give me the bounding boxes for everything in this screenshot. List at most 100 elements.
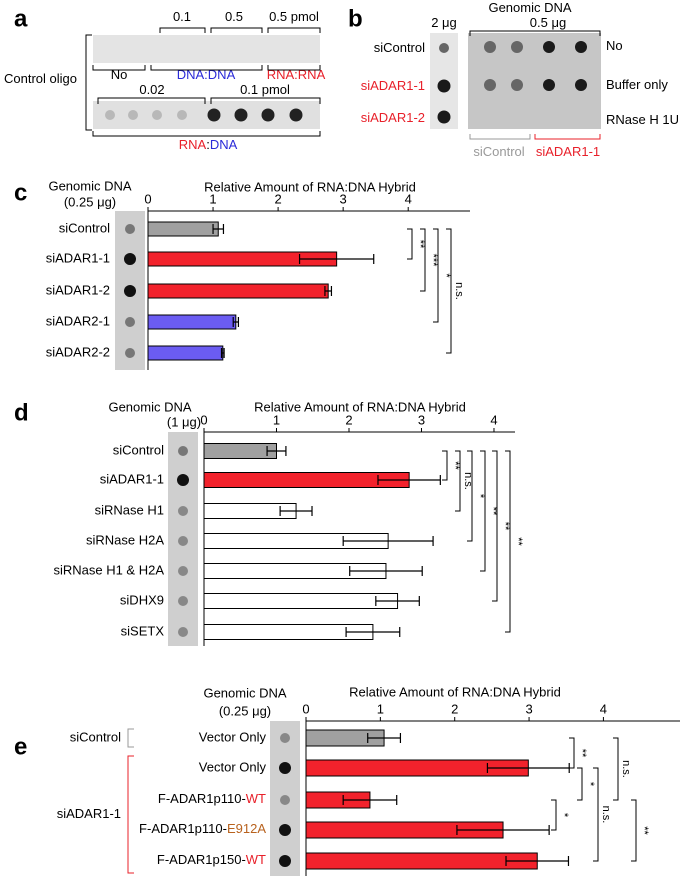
label-part: 0.1 pmol xyxy=(240,82,290,97)
significance-label: *** xyxy=(427,254,439,268)
error-bar xyxy=(266,446,287,456)
panel-letter: d xyxy=(14,399,29,426)
label-part: siADAR1-2 xyxy=(361,110,425,125)
bar xyxy=(203,593,399,609)
x-tick-label: 1 xyxy=(273,412,280,427)
error-bar xyxy=(505,856,570,866)
blot-dot xyxy=(575,41,587,53)
label: No xyxy=(606,38,623,53)
category-label: F-ADAR1p150-WT xyxy=(157,852,266,867)
bracket xyxy=(210,97,321,104)
blot-dot xyxy=(511,79,523,91)
panel-letter: b xyxy=(348,5,363,32)
blot-dot xyxy=(177,474,189,486)
blot-dot xyxy=(289,108,303,122)
x-tick-label: 2 xyxy=(345,412,352,427)
significance-bracket xyxy=(455,450,461,512)
label: siADAR1-2 xyxy=(361,110,425,125)
blot-dot xyxy=(280,795,290,805)
label-part: siADAR1-1 xyxy=(361,78,425,93)
significance-bracket xyxy=(593,767,599,862)
blot-dot xyxy=(543,79,555,91)
category-label: siADAR2-2 xyxy=(46,344,110,359)
category-label: F-ADAR1p110-WT xyxy=(158,791,266,806)
error-bar xyxy=(212,224,225,234)
blot-label: (0.25 μg) xyxy=(219,703,271,718)
significance-label: ** xyxy=(512,537,524,546)
category-label: siRNase H1 xyxy=(95,502,164,517)
error-bar xyxy=(220,348,225,358)
label: siControl xyxy=(374,40,425,55)
x-tick-label: 1 xyxy=(209,191,216,206)
bar xyxy=(147,314,237,330)
bracket xyxy=(85,34,92,131)
significance-bracket xyxy=(505,450,511,633)
label-part: 0.1 xyxy=(173,9,191,24)
error-bar xyxy=(375,596,420,606)
label: 0.5 xyxy=(225,9,243,24)
label: No xyxy=(111,67,128,82)
blot-dot xyxy=(261,108,275,122)
significance-label: ** xyxy=(638,826,650,835)
blot-dot xyxy=(437,110,451,124)
significance-bracket xyxy=(407,228,413,260)
significance-label: * xyxy=(440,273,452,278)
significance-label: n.s. xyxy=(462,472,474,490)
blot-dot xyxy=(439,43,449,53)
label: 2 μg xyxy=(431,15,457,30)
blot xyxy=(93,101,320,129)
significance-label: * xyxy=(558,813,570,818)
category-label: siADAR1-2 xyxy=(46,282,110,297)
label: RNA:DNA xyxy=(179,137,238,152)
significance-label: * xyxy=(584,782,596,787)
error-bar xyxy=(342,795,398,805)
error-bar xyxy=(279,506,313,516)
label-part: : xyxy=(206,137,210,152)
blot-dot xyxy=(279,855,291,867)
significance-label: * xyxy=(474,494,486,499)
x-tick-label: 0 xyxy=(200,412,207,427)
label-part: siControl xyxy=(473,144,524,159)
significance-bracket xyxy=(613,737,619,801)
category-label: siADAR2-1 xyxy=(46,313,110,328)
significance-bracket xyxy=(631,799,637,862)
significance-label: ** xyxy=(499,522,511,531)
category-label: siSETX xyxy=(121,623,165,638)
label-part: DNA xyxy=(210,137,238,152)
blot-label: (1 μg) xyxy=(167,414,201,429)
label-part: DNA:DNA xyxy=(177,67,236,82)
label: siADAR1-1 xyxy=(361,78,425,93)
label-part: Control oligo xyxy=(4,71,77,86)
panel-letter: a xyxy=(14,5,28,32)
x-tick-label: 4 xyxy=(600,701,607,716)
label-part: No xyxy=(606,38,623,53)
error-bar xyxy=(456,825,550,835)
label: siControl xyxy=(473,144,524,159)
error-bar xyxy=(367,733,402,743)
label: Control oligo xyxy=(4,71,77,86)
significance-bracket xyxy=(569,737,575,769)
significance-label: ** xyxy=(487,507,499,516)
error-bar xyxy=(232,317,240,327)
label: 0.1 pmol xyxy=(240,82,290,97)
blot-dot xyxy=(124,285,136,297)
blot-dot xyxy=(125,317,135,327)
significance-bracket xyxy=(433,228,439,323)
label: siADAR1-1 xyxy=(536,144,600,159)
error-bar xyxy=(324,286,333,296)
significance-bracket xyxy=(492,450,498,602)
label-part: F-ADAR1p110- xyxy=(139,821,227,836)
label-part: F-ADAR1p110- xyxy=(158,791,246,806)
bracket xyxy=(92,131,321,137)
significance-label: ** xyxy=(449,461,461,470)
bracket xyxy=(97,97,206,104)
category-label: Vector Only xyxy=(199,759,267,774)
panel-letter: e xyxy=(14,733,27,760)
label: 0.5 pmol xyxy=(269,9,319,24)
label-part: 0.5 xyxy=(225,9,243,24)
blot-dot xyxy=(178,566,188,576)
bracket xyxy=(267,27,321,33)
error-bar xyxy=(377,475,441,485)
label-part: 0.5 μg xyxy=(530,15,566,30)
significance-label: n.s. xyxy=(620,760,632,778)
